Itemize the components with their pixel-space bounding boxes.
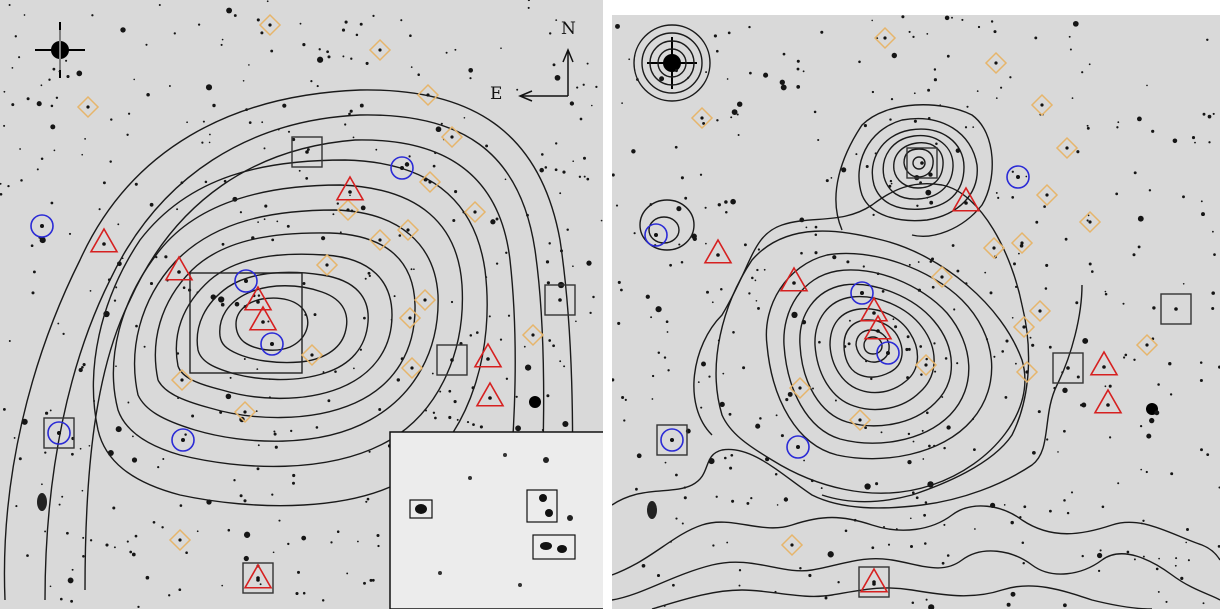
left-markers bbox=[30, 13, 576, 594]
square-marker bbox=[1160, 293, 1192, 325]
circle-marker bbox=[850, 281, 874, 305]
diamond-marker bbox=[1135, 333, 1159, 357]
diamond-marker bbox=[1010, 231, 1034, 255]
circle-marker bbox=[390, 156, 414, 180]
star bbox=[529, 396, 541, 408]
diamond-marker bbox=[440, 125, 464, 149]
inset-box bbox=[532, 534, 576, 560]
circle-marker bbox=[1006, 165, 1030, 189]
square-marker bbox=[436, 344, 468, 376]
circle-marker bbox=[30, 214, 54, 238]
triangle-marker bbox=[248, 305, 278, 331]
square-marker bbox=[544, 284, 576, 316]
right-image-panel bbox=[612, 15, 1220, 609]
triangle-marker bbox=[243, 285, 273, 311]
triangle-marker bbox=[859, 296, 889, 322]
triangle-marker bbox=[951, 186, 981, 212]
diamond-marker bbox=[848, 408, 872, 432]
square-marker bbox=[656, 424, 688, 456]
diamond-marker bbox=[463, 200, 487, 224]
triangle-marker bbox=[779, 266, 809, 292]
diamond-marker bbox=[984, 51, 1008, 75]
diamond-marker bbox=[1055, 136, 1079, 160]
compass-north-label: N bbox=[561, 19, 576, 39]
square-marker bbox=[291, 136, 323, 168]
circle-marker bbox=[234, 269, 258, 293]
triangle-marker bbox=[164, 255, 194, 281]
diamond-marker bbox=[1015, 360, 1039, 384]
diamond-marker bbox=[1028, 299, 1052, 323]
diamond-marker bbox=[258, 13, 282, 37]
diamond-marker bbox=[336, 198, 360, 222]
triangle-marker bbox=[243, 563, 273, 589]
diamond-marker bbox=[914, 353, 938, 377]
panel-divider bbox=[603, 0, 612, 609]
diamond-marker bbox=[1035, 183, 1059, 207]
diamond-marker bbox=[400, 356, 424, 380]
diamond-marker bbox=[780, 533, 804, 557]
triangle-marker bbox=[473, 342, 503, 368]
diamond-marker bbox=[170, 368, 194, 392]
circle-marker bbox=[660, 428, 684, 452]
cluster-center-box bbox=[189, 272, 303, 374]
diamond-marker bbox=[398, 306, 422, 330]
diamond-marker bbox=[1030, 93, 1054, 117]
diamond-marker bbox=[1078, 210, 1102, 234]
diamond-marker bbox=[982, 236, 1006, 260]
right-contours bbox=[612, 24, 1220, 609]
diamond-marker bbox=[418, 170, 442, 194]
diamond-marker bbox=[76, 95, 100, 119]
square-marker bbox=[858, 566, 890, 598]
inset-box bbox=[526, 489, 558, 523]
galaxy bbox=[647, 501, 657, 519]
diamond-marker bbox=[368, 228, 392, 252]
diamond-marker bbox=[690, 106, 714, 130]
diamond-marker bbox=[233, 400, 257, 424]
diamond-marker bbox=[396, 218, 420, 242]
diamond-marker bbox=[930, 265, 954, 289]
inset-box bbox=[409, 499, 433, 519]
circle-marker bbox=[644, 223, 668, 247]
right-markers bbox=[644, 26, 1192, 598]
right-field-image bbox=[612, 15, 1220, 609]
bright-star bbox=[35, 22, 85, 78]
galaxy bbox=[37, 493, 47, 511]
left-contours bbox=[3, 89, 574, 601]
diamond-marker bbox=[788, 376, 812, 400]
triangle-marker bbox=[335, 175, 365, 201]
circle-marker bbox=[47, 421, 71, 445]
triangle-marker bbox=[1089, 350, 1119, 376]
triangle-marker bbox=[863, 314, 893, 340]
square-marker bbox=[906, 147, 938, 179]
circle-marker bbox=[786, 435, 810, 459]
bright-star bbox=[647, 37, 697, 89]
square-marker bbox=[242, 562, 274, 594]
triangle-marker bbox=[703, 238, 733, 264]
diamond-marker bbox=[873, 26, 897, 50]
square-marker bbox=[43, 417, 75, 449]
inset-panel bbox=[389, 431, 603, 609]
diamond-marker bbox=[315, 253, 339, 277]
circle-marker bbox=[876, 341, 900, 365]
diamond-marker bbox=[168, 528, 192, 552]
triangle-marker bbox=[89, 227, 119, 253]
diamond-marker bbox=[300, 343, 324, 367]
left-image-panel: N E bbox=[0, 0, 603, 609]
sky-background bbox=[612, 15, 1220, 609]
circle-marker bbox=[171, 428, 195, 452]
diamond-marker bbox=[521, 323, 545, 347]
diamond-marker bbox=[1012, 315, 1036, 339]
triangle-marker bbox=[1093, 388, 1123, 414]
diamond-marker bbox=[368, 38, 392, 62]
triangle-marker bbox=[475, 381, 505, 407]
circle-marker bbox=[260, 332, 284, 356]
diamond-marker bbox=[416, 83, 440, 107]
left-field-image: N E bbox=[0, 0, 603, 609]
triangle-marker bbox=[859, 567, 889, 593]
diamond-marker bbox=[413, 288, 437, 312]
compass-east-label: E bbox=[490, 84, 502, 104]
square-marker bbox=[1052, 352, 1084, 384]
compass bbox=[518, 48, 574, 102]
